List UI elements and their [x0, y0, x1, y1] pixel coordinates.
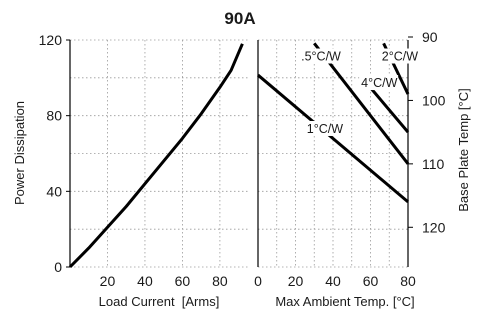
right-x-axis-label: Max Ambient Temp. [°C]	[275, 294, 414, 309]
right-y-axis-label: Base Plate Temp [°C]	[456, 88, 471, 211]
left-grid	[70, 39, 248, 268]
left-x-ticks: 20 40 60 80	[100, 273, 228, 289]
right-y-tick-label-1: 100	[422, 92, 446, 108]
left-y-axis-label: Power Dissipation	[12, 101, 27, 205]
right-series-label-bg-1	[299, 48, 346, 64]
left-x-axis-label: Load Current [Arms]	[99, 294, 220, 309]
left-x-tick-label-0: 20	[100, 273, 116, 289]
right-y-tick-label-2: 110	[422, 156, 445, 172]
left-y-tick-label-3: 120	[39, 32, 63, 48]
left-y-tick-label-2: 80	[46, 108, 62, 124]
right-series-label-bg-2	[359, 75, 399, 91]
left-y-tick-label-0: 0	[54, 259, 62, 275]
right-x-tick-label-1: 20	[288, 273, 304, 289]
right-x-tick-label-0: 0	[254, 273, 262, 289]
right-y-tick-label-3: 120	[422, 219, 446, 235]
right-x-tick-label-3: 60	[363, 273, 379, 289]
left-y-tick-label-1: 40	[46, 183, 62, 199]
left-x-tick-label-3: 80	[212, 273, 228, 289]
right-series-label-2: 4°C/W	[361, 76, 397, 90]
right-series-line-2	[369, 86, 410, 134]
left-series-group	[68, 43, 244, 269]
right-series-label-3: 2°C/W	[382, 50, 418, 64]
left-x-tick-label-1: 40	[137, 273, 153, 289]
right-y-ticks: 90 100 110 120	[408, 29, 446, 235]
right-series-label-1: .5°C/W	[301, 50, 341, 64]
right-series-label-bg-3	[379, 48, 419, 64]
left-y-ticks: 0 40 80 120	[39, 32, 70, 275]
right-y-tick-label-0: 90	[422, 29, 438, 45]
right-series-group: 1°C/W .5°C/W 4°C/W 2°C/W	[257, 42, 419, 204]
right-x-ticks: 0 20 40 60 80	[254, 273, 416, 289]
right-series-label-bg-0	[304, 120, 344, 136]
chart-title: 90A	[224, 9, 255, 28]
right-x-tick-label-4: 80	[400, 273, 416, 289]
right-series-label-0: 1°C/W	[307, 122, 343, 136]
left-series-line-0	[68, 43, 244, 269]
right-series-line-0	[257, 73, 409, 204]
left-x-tick-label-2: 60	[175, 273, 191, 289]
right-x-tick-label-2: 40	[325, 273, 341, 289]
right-grid	[257, 39, 409, 268]
